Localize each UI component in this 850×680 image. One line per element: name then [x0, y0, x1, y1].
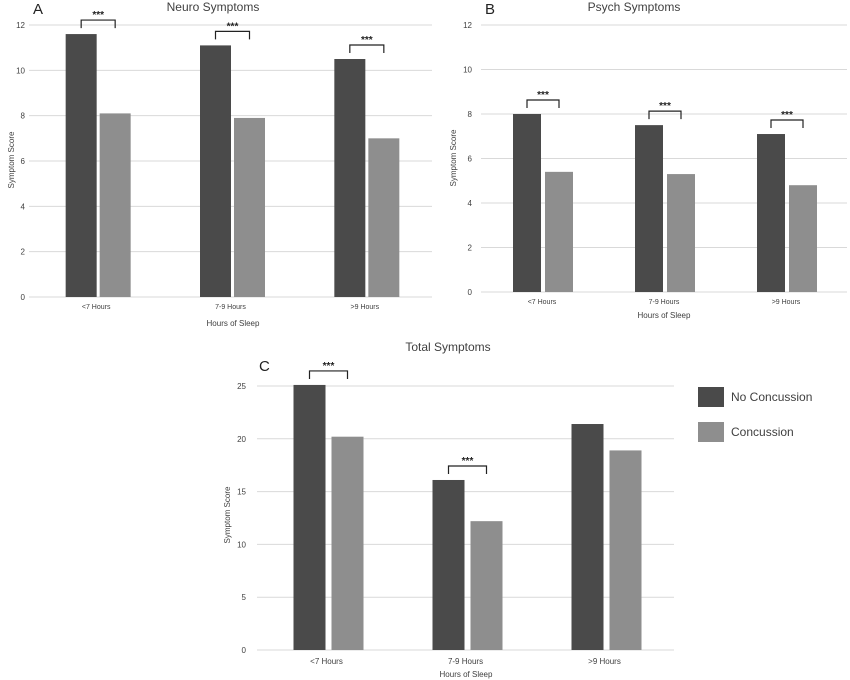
- panel-a-significance-label: ***: [92, 10, 104, 21]
- panel-b-bar-no-concussion: [757, 134, 785, 292]
- panel-c-bar-concussion: [331, 436, 364, 650]
- legend-item-no-concussion: No Concussion: [698, 384, 838, 410]
- panel-b-xlabel: Hours of Sleep: [638, 311, 691, 320]
- panel-c-xlabel: Hours of Sleep: [440, 670, 493, 679]
- panel-b-psych-symptoms: B Psych Symptoms Symptom Score Hours of …: [449, 0, 847, 320]
- panel-b-ylabel: Symptom Score: [449, 129, 458, 186]
- panel-b-ytick-label: 12: [463, 21, 472, 30]
- panel-a-bar-no-concussion: [200, 45, 231, 298]
- panel-c-ytick-label: 0: [242, 646, 247, 655]
- panel-c-category-label: >9 Hours: [588, 657, 621, 666]
- panel-b-bar-concussion: [667, 174, 695, 292]
- panel-a-significance-label: ***: [227, 21, 239, 32]
- panel-a-category-label: >9 Hours: [351, 304, 380, 311]
- legend-swatch-no-concussion: [698, 387, 724, 407]
- panel-a-ytick-label: 4: [21, 202, 26, 211]
- panel-b-significance-label: ***: [781, 110, 793, 121]
- panel-a-category-label: 7-9 Hours: [215, 304, 246, 311]
- panel-a-ytick-label: 2: [21, 248, 26, 257]
- panel-b-letter: B: [485, 1, 495, 18]
- panel-a-bar-concussion: [99, 113, 131, 298]
- panel-a-ytick-label: 12: [16, 21, 25, 30]
- legend-swatch-concussion: [698, 422, 724, 442]
- legend: No Concussion Concussion: [698, 384, 838, 454]
- panel-b-category-label: <7 Hours: [528, 299, 557, 306]
- panel-c-total-symptoms: C Total Symptoms Symptom Score Hours of …: [223, 340, 674, 679]
- panel-c-category-label: 7-9 Hours: [448, 657, 483, 666]
- panel-b-bar-concussion: [545, 171, 573, 292]
- panel-a-ytick-label: 0: [21, 293, 26, 302]
- panel-a-ytick-label: 6: [21, 157, 26, 166]
- panel-a-bar-concussion: [368, 138, 400, 297]
- panel-a-significance-bracket: [80, 19, 116, 29]
- panel-b-ytick-label: 2: [468, 244, 473, 253]
- legend-label-concussion: Concussion: [731, 425, 794, 439]
- panel-b-title: Psych Symptoms: [588, 0, 681, 14]
- panel-b-ytick-label: 0: [468, 288, 473, 297]
- panel-c-bar-no-concussion: [432, 479, 465, 650]
- panel-a-xlabel: Hours of Sleep: [207, 319, 260, 328]
- panel-b-bar-concussion: [789, 185, 817, 292]
- panel-a-bar-no-concussion: [334, 59, 366, 297]
- panel-a-bar-concussion: [234, 117, 265, 297]
- panel-a-neuro-symptoms: A Neuro Symptoms Symptom Score Hours of …: [7, 0, 432, 328]
- panel-a-significance-bracket: [214, 30, 251, 40]
- panel-b-significance-label: ***: [659, 101, 671, 112]
- panel-b-significance-bracket: [770, 119, 804, 129]
- panel-b-significance-label: ***: [537, 90, 549, 101]
- panel-c-significance-label: ***: [462, 456, 474, 467]
- panel-c-letter: C: [259, 358, 270, 375]
- panel-c-ytick-label: 15: [237, 488, 246, 497]
- panel-b-ytick-label: 8: [468, 110, 473, 119]
- panel-b-bar-no-concussion: [513, 114, 541, 292]
- panel-c-significance-bracket: [447, 465, 488, 474]
- panel-a-letter: A: [33, 1, 43, 18]
- panel-c-title: Total Symptoms: [405, 340, 490, 354]
- panel-a-ylabel: Symptom Score: [7, 131, 16, 188]
- panel-c-ytick-label: 5: [242, 593, 247, 602]
- panel-b-significance-bracket: [648, 110, 682, 120]
- panel-c-significance-label: ***: [323, 361, 335, 372]
- legend-item-concussion: Concussion: [698, 419, 838, 445]
- panel-a-significance-bracket: [349, 44, 385, 53]
- panel-b-significance-bracket: [526, 99, 560, 108]
- panel-c-ylabel: Symptom Score: [223, 486, 232, 543]
- panel-a-title: Neuro Symptoms: [167, 0, 260, 14]
- panel-c-bar-no-concussion: [293, 384, 326, 650]
- panel-a-ytick-label: 8: [21, 112, 26, 121]
- panel-b-category-label: 7-9 Hours: [649, 299, 680, 306]
- panel-b-ytick-label: 10: [463, 66, 472, 75]
- panel-c-significance-bracket: [308, 370, 349, 379]
- legend-label-no-concussion: No Concussion: [731, 390, 813, 404]
- panel-c-category-label: <7 Hours: [310, 657, 343, 666]
- panel-c-bar-concussion: [470, 521, 503, 650]
- panel-b-category-label: >9 Hours: [772, 299, 801, 306]
- panel-b-ytick-label: 6: [468, 155, 473, 164]
- panel-b-bar-no-concussion: [635, 125, 663, 292]
- panel-c-ytick-label: 25: [237, 382, 246, 391]
- panel-a-bar-no-concussion: [65, 34, 97, 298]
- panel-a-category-label: <7 Hours: [82, 304, 111, 311]
- panel-b-ytick-label: 4: [468, 199, 473, 208]
- panel-c-bar-concussion: [609, 450, 642, 650]
- panel-a-ytick-label: 10: [16, 66, 25, 75]
- panel-c-ytick-label: 20: [237, 435, 246, 444]
- panel-a-significance-label: ***: [361, 35, 373, 46]
- panel-c-ytick-label: 10: [237, 540, 246, 549]
- panel-c-bar-no-concussion: [571, 424, 604, 650]
